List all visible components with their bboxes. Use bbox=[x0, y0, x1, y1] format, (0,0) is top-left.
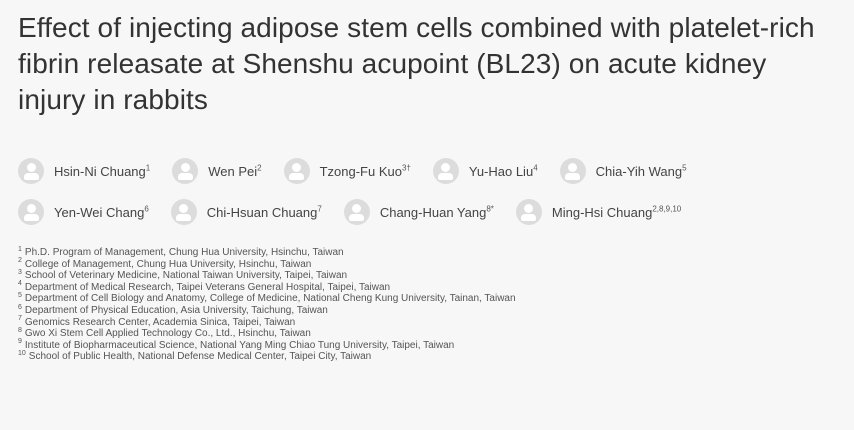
author-name-text: Chi-Hsuan Chuang bbox=[206, 204, 318, 220]
affiliation-number: 3 bbox=[18, 268, 22, 276]
affiliation-text: Genomics Research Center, Academia Sinic… bbox=[24, 316, 296, 328]
affiliation-text: Institute of Biopharmaceutical Science, … bbox=[24, 339, 455, 351]
affiliation-number: 2 bbox=[18, 257, 22, 265]
author-name[interactable]: Chang-Huan Yang8* bbox=[380, 205, 494, 220]
affiliation-item: 10 School of Public Health, National Defe… bbox=[18, 350, 836, 363]
user-avatar-icon bbox=[432, 158, 459, 184]
author-affiliation-marker: 4 bbox=[533, 163, 538, 173]
article-header: Effect of injecting adipose stem cells c… bbox=[18, 12, 836, 363]
affiliation-number: 10 bbox=[18, 350, 26, 358]
user-avatar-icon bbox=[18, 199, 44, 225]
author-affiliation-marker: 5 bbox=[682, 163, 687, 173]
affiliation-number: 7 bbox=[18, 315, 22, 323]
affiliation-text: Gwo Xi Stem Cell Applied Technology Co.,… bbox=[24, 328, 311, 340]
author-name-text: Tzong-Fu Kuo bbox=[319, 163, 402, 179]
user-avatar-icon bbox=[559, 158, 586, 184]
author-item[interactable]: Hsin-Ni Chuang1 bbox=[18, 158, 150, 184]
author-name-text: Yen-Wei Chang bbox=[54, 204, 145, 220]
author-item[interactable]: Ming-Hsi Chuang2,8,9,10 bbox=[515, 199, 681, 225]
author-name[interactable]: Yen-Wei Chang6 bbox=[54, 205, 149, 220]
affiliation-number: 9 bbox=[18, 338, 22, 346]
affiliation-text: Department of Medical Research, Taipei V… bbox=[24, 281, 391, 293]
user-avatar-icon bbox=[283, 158, 310, 184]
affiliation-text: School of Public Health, National Defens… bbox=[28, 351, 372, 363]
author-name[interactable]: Wen Pei2 bbox=[208, 164, 261, 179]
user-avatar-icon bbox=[515, 199, 542, 225]
affiliation-item: 1 Ph.D. Program of Management, Chung Hua … bbox=[18, 245, 836, 259]
user-avatar-icon bbox=[18, 158, 44, 184]
author-item[interactable]: Chi-Hsuan Chuang7 bbox=[170, 199, 322, 225]
affiliation-text: College of Management, Chung Hua Univers… bbox=[24, 258, 312, 270]
author-name[interactable]: Chia-Yih Wang5 bbox=[596, 164, 687, 179]
affiliation-item: 4 Department of Medical Research, Taipei … bbox=[18, 280, 836, 294]
affiliation-number: 5 bbox=[18, 292, 22, 300]
author-item[interactable]: Yu-Hao Liu4 bbox=[432, 158, 538, 184]
affiliation-list: 1 Ph.D. Program of Management, Chung Hua … bbox=[18, 245, 836, 363]
affiliation-text: School of Veterinary Medicine, National … bbox=[24, 270, 348, 282]
author-name-text: Ming-Hsi Chuang bbox=[551, 204, 653, 220]
author-affiliation-marker: 2,8,9,10 bbox=[652, 204, 682, 214]
author-name-text: Chang-Huan Yang bbox=[379, 204, 487, 220]
user-avatar-icon bbox=[172, 158, 199, 184]
affiliation-text: Ph.D. Program of Management, Chung Hua U… bbox=[24, 247, 344, 258]
author-item[interactable]: Chia-Yih Wang5 bbox=[559, 158, 687, 184]
affiliation-number: 6 bbox=[18, 303, 22, 311]
author-name[interactable]: Tzong-Fu Kuo3† bbox=[320, 164, 411, 179]
user-avatar-icon bbox=[170, 199, 197, 225]
author-name-text: Chia-Yih Wang bbox=[595, 163, 683, 179]
author-item[interactable]: Tzong-Fu Kuo3† bbox=[283, 158, 411, 184]
author-name[interactable]: Chi-Hsuan Chuang7 bbox=[207, 205, 322, 220]
author-item[interactable]: Chang-Huan Yang8* bbox=[343, 199, 494, 225]
author-name-text: Hsin-Ni Chuang bbox=[54, 163, 146, 179]
affiliation-number: 8 bbox=[18, 326, 22, 334]
affiliation-text: Department of Physical Education, Asia U… bbox=[24, 304, 328, 316]
author-affiliation-marker: 7 bbox=[317, 204, 322, 214]
author-affiliation-marker: 1 bbox=[145, 163, 151, 173]
author-name-text: Wen Pei bbox=[208, 163, 258, 179]
affiliation-text: Department of Cell Biology and Anatomy, … bbox=[24, 293, 516, 305]
affiliation-item: 6 Department of Physical Education, Asia … bbox=[18, 303, 836, 317]
author-name[interactable]: Hsin-Ni Chuang1 bbox=[54, 164, 150, 179]
affiliation-number: 4 bbox=[18, 280, 22, 288]
affiliation-item: 7 Genomics Research Center, Academia Sini… bbox=[18, 315, 836, 329]
affiliation-item: 2 College of Management, Chung Hua Univer… bbox=[18, 257, 836, 271]
affiliation-item: 9 Institute of Biopharmaceutical Science,… bbox=[18, 338, 836, 352]
author-name[interactable]: Yu-Hao Liu4 bbox=[469, 164, 538, 179]
affiliation-item: 5 Department of Cell Biology and Anatomy,… bbox=[18, 292, 836, 305]
author-item[interactable]: Wen Pei2 bbox=[172, 158, 262, 184]
author-name[interactable]: Ming-Hsi Chuang2,8,9,10 bbox=[552, 205, 681, 220]
author-list: Hsin-Ni Chuang1 Wen Pei2 Tzong-Fu Kuo3† … bbox=[18, 158, 738, 225]
author-item[interactable]: Yen-Wei Chang6 bbox=[18, 199, 149, 225]
author-affiliation-marker: 2 bbox=[257, 163, 262, 173]
article-title: Effect of injecting adipose stem cells c… bbox=[18, 12, 815, 115]
affiliation-item: 3 School of Veterinary Medicine, National… bbox=[18, 268, 836, 282]
affiliation-item: 8 Gwo Xi Stem Cell Applied Technology Co.… bbox=[18, 326, 836, 340]
author-affiliation-marker: 6 bbox=[144, 204, 149, 214]
author-affiliation-marker: 3† bbox=[401, 163, 411, 173]
user-avatar-icon bbox=[343, 199, 370, 225]
author-name-text: Yu-Hao Liu bbox=[468, 163, 534, 179]
author-affiliation-marker: 8* bbox=[486, 204, 494, 214]
affiliation-number: 1 bbox=[18, 245, 22, 253]
